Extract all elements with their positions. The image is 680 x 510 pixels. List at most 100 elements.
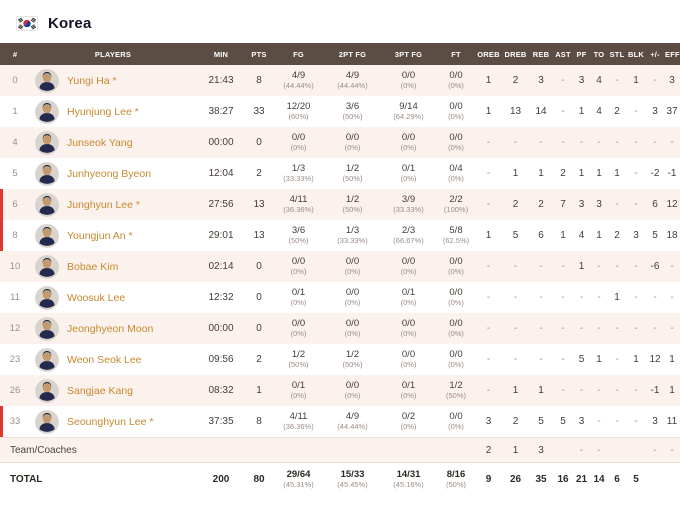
player-number: 8 (0, 220, 30, 251)
ft-percentage: (0%) (448, 143, 464, 153)
ft-made-attempted: 0/4 (449, 163, 463, 175)
2ptfg-made-attempted: 1/2 (345, 349, 360, 361)
dreb-cell: - (513, 292, 518, 303)
ast-cell: - (561, 106, 565, 117)
player-avatar (35, 285, 59, 310)
blk-cell: - (634, 168, 638, 179)
2ptfg-cell: 1/2 (50%) (325, 189, 380, 220)
pf-cell: 1 (578, 261, 585, 272)
2ptfg-made-attempted: 4/9 (345, 411, 360, 423)
plusminus-cell: 12 (649, 354, 661, 365)
eff-cell-team: - (664, 437, 680, 463)
stl-cell: 2 (614, 106, 620, 117)
stl-cell: - (615, 323, 619, 334)
min-cell: 09:56 (208, 354, 234, 365)
player-cell: Weon Seok Lee (30, 344, 196, 375)
ft-percentage: (0%) (448, 360, 464, 370)
player-name[interactable]: Junhyeong Byeon (67, 167, 152, 180)
dreb-cell-team: 1 (502, 437, 529, 463)
blk-cell: - (634, 106, 638, 117)
2ptfg-percentage: (0%) (344, 143, 361, 153)
3ptfg-made-attempted: 0/1 (401, 163, 416, 175)
player-name[interactable]: Youngjun An * (67, 229, 133, 242)
player-row: 6 Junghyun Lee * 27:56 13 4/11 (36.36%) 1/2 (50… (0, 189, 680, 220)
3ptfg-made-attempted: 0/0 (401, 349, 416, 361)
dreb-cell: 13 (509, 106, 522, 117)
dreb-cell: - (513, 354, 518, 365)
ft-percentage: (0%) (448, 298, 464, 308)
player-name[interactable]: Jeonghyeon Moon (67, 322, 154, 335)
eff-cell: - (670, 323, 674, 334)
player-avatar (35, 378, 59, 403)
2ptfg-made-attempted: 0/0 (345, 380, 360, 392)
ast-cell: - (561, 137, 565, 148)
oreb-cell: - (486, 354, 491, 365)
eff-cell: 11 (666, 416, 678, 427)
fg-percentage: (0%) (290, 391, 307, 401)
player-row: 12 Jeonghyeon Moon 00:00 0 0/0 (0%) 0/0 (0%) 0/0… (0, 313, 680, 344)
blk-cell: - (634, 261, 638, 272)
blk-cell: 3 (633, 230, 639, 241)
player-name[interactable]: Junghyun Lee * (67, 198, 140, 211)
ft-made-attempted: 0/0 (449, 287, 463, 299)
column-header-stl: STL (608, 43, 626, 65)
player-cell: Junghyun Lee * (30, 189, 196, 220)
2ptfg-percentage: (0%) (344, 267, 361, 277)
reb-cell: 3 (538, 75, 544, 86)
blk-cell: - (634, 199, 638, 210)
fg-percentage: (60%) (288, 112, 309, 122)
player-info: Weon Seok Lee (31, 347, 195, 372)
3ptfg-cell: 0/1 (0%) (380, 375, 437, 406)
player-name[interactable]: Seounghyun Lee * (67, 415, 154, 428)
ast-cell: - (561, 261, 565, 272)
player-row: 26 Sangjae Kang 08:32 1 0/1 (0%) 0/0 (0%) 0/1 (0%… (0, 375, 680, 406)
reb-cell: - (539, 354, 543, 365)
3ptfg-percentage: (0%) (400, 329, 417, 339)
3ptfg-cell: 0/0 (0%) (380, 344, 437, 375)
ast-cell: - (561, 385, 565, 396)
player-cell: Junseok Yang (30, 127, 196, 158)
player-name[interactable]: Bobae Kim (67, 260, 119, 273)
oreb-cell: 1 (485, 106, 492, 117)
ft-percentage: (0%) (448, 112, 464, 122)
fg-percentage: (36.36%) (283, 422, 314, 432)
ft-cell: 0/0 (0%) (437, 65, 475, 96)
column-header-players: PLAYERS (30, 43, 196, 65)
player-name[interactable]: Weon Seok Lee (67, 353, 142, 366)
player-name[interactable]: Junseok Yang (67, 136, 133, 149)
fg-percentage: (36.36%) (283, 205, 314, 215)
stl-cell: - (615, 261, 619, 272)
pf-cell: 1 (578, 168, 585, 179)
blk-cell: - (634, 292, 638, 303)
stl-cell: 2 (614, 230, 620, 241)
oreb-cell: 3 (485, 416, 492, 427)
reb-cell: 2 (538, 199, 544, 210)
column-header-ft: FT (437, 43, 475, 65)
pf-cell-total: 21 (573, 462, 590, 496)
oreb-cell-total: 9 (475, 462, 502, 496)
ft-made-attempted: 0/0 (449, 70, 463, 82)
2ptfg-made-attempted: 1/2 (345, 194, 360, 206)
2ptfg-made-attempted: 0/0 (345, 287, 360, 299)
player-number: 6 (0, 189, 30, 220)
reb-cell: - (539, 292, 543, 303)
player-cell: Junhyeong Byeon (30, 158, 196, 189)
fg-made-attempted: 0/0 (291, 318, 306, 330)
column-header-eff: EFF (664, 43, 680, 65)
player-row: 0 Yungi Ha * 21:43 8 4/9 (44.44%) 4/9 (44.44%) 0… (0, 65, 680, 96)
3ptfg-made-attempted: 9/14 (399, 101, 418, 113)
oreb-cell-team: 2 (475, 437, 502, 463)
player-name[interactable]: Hyunjung Lee * (67, 105, 139, 118)
ast-cell: - (561, 354, 565, 365)
player-cell: Yungi Ha * (30, 65, 196, 96)
player-name[interactable]: Woosuk Lee (67, 291, 126, 304)
plusminus-cell: - (653, 75, 657, 86)
2ptfg-made-attempted: 0/0 (345, 256, 360, 268)
to-cell: - (597, 323, 601, 334)
player-avatar (35, 223, 59, 248)
fg-cell: 0/0 (0%) (272, 313, 325, 344)
player-name[interactable]: Sangjae Kang (67, 384, 133, 397)
pts-cell: 0 (256, 323, 262, 334)
player-name[interactable]: Yungi Ha * (67, 74, 117, 87)
player-avatar (35, 99, 59, 124)
